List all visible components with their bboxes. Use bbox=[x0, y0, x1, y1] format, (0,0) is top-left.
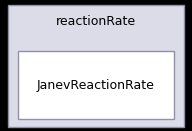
FancyBboxPatch shape bbox=[8, 5, 184, 127]
Text: JanevReactionRate: JanevReactionRate bbox=[37, 78, 155, 91]
Text: reactionRate: reactionRate bbox=[56, 15, 136, 28]
FancyBboxPatch shape bbox=[18, 51, 174, 119]
